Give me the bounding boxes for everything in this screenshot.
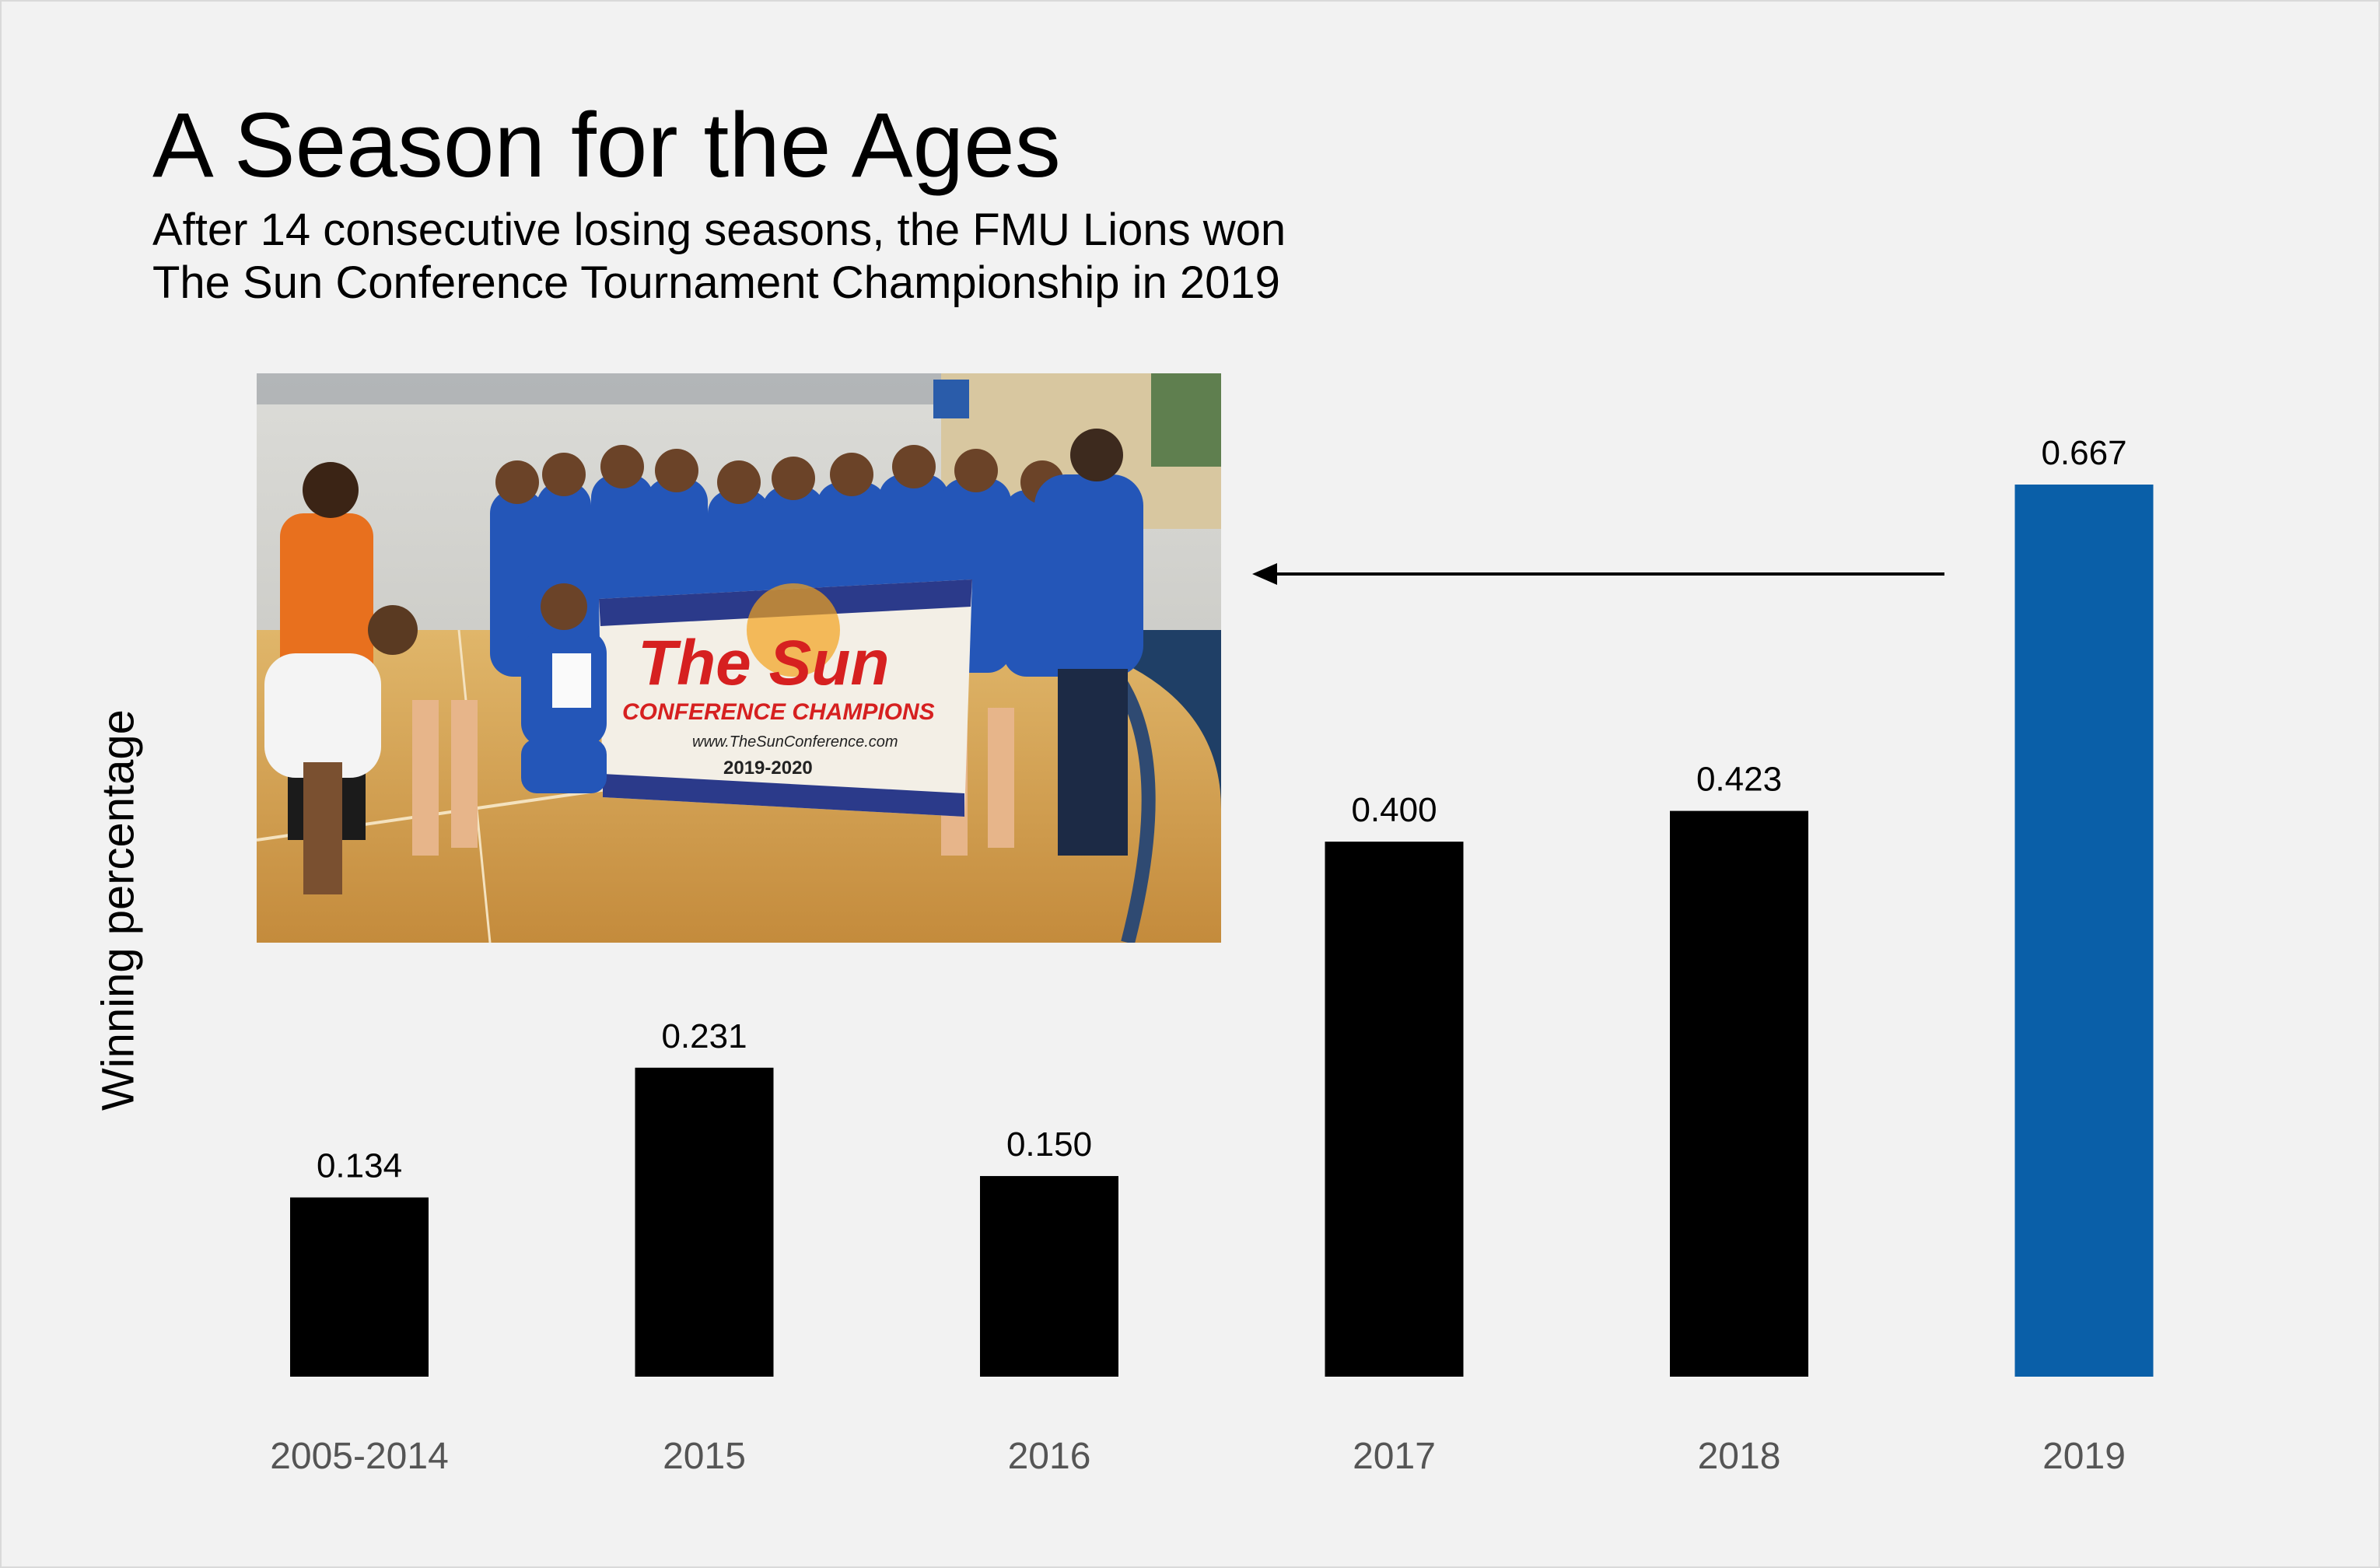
value-label-2016: 0.150 bbox=[1006, 1125, 1092, 1164]
annotation-arrow-head bbox=[1252, 563, 1277, 585]
chart-subtitle: After 14 consecutive losing seasons, the… bbox=[152, 204, 1286, 310]
banner-line-4: 2019-2020 bbox=[723, 758, 813, 779]
value-label-2005-2014: 0.134 bbox=[317, 1147, 402, 1185]
bar-2015 bbox=[635, 1067, 774, 1377]
bar-2005-2014 bbox=[290, 1197, 429, 1377]
value-label-2017: 0.400 bbox=[1351, 791, 1437, 829]
chart-title: A Season for the Ages bbox=[152, 94, 1061, 197]
banner-line-2: CONFERENCE CHAMPIONS bbox=[622, 699, 935, 725]
bar-2017 bbox=[1325, 842, 1464, 1377]
value-label-2015: 0.231 bbox=[661, 1017, 747, 1055]
x-tick-label-2018: 2018 bbox=[1698, 1436, 1781, 1477]
bar-2016 bbox=[980, 1176, 1118, 1377]
x-tick-label-2016: 2016 bbox=[1008, 1436, 1091, 1477]
value-label-2019: 0.667 bbox=[2041, 434, 2126, 472]
x-tick-label-2015: 2015 bbox=[663, 1436, 746, 1477]
champions-banner: The Sun CONFERENCE CHAMPIONS www.TheSunC… bbox=[599, 579, 972, 817]
subtitle-line-2: The Sun Conference Tournament Championsh… bbox=[152, 257, 1280, 308]
x-tick-label-2017: 2017 bbox=[1353, 1436, 1436, 1477]
x-tick-label-2019: 2019 bbox=[2042, 1436, 2126, 1477]
bar-2018 bbox=[1670, 810, 1808, 1377]
team-photo: The Sun CONFERENCE CHAMPIONS www.TheSunC… bbox=[257, 373, 1221, 943]
bar-2019 bbox=[2014, 485, 2154, 1377]
banner-line-3: www.TheSunConference.com bbox=[692, 733, 898, 751]
x-tick-label-2005-2014: 2005-2014 bbox=[270, 1436, 449, 1477]
team-photo-illustration: The Sun CONFERENCE CHAMPIONS www.TheSunC… bbox=[257, 373, 1221, 943]
banner-line-1: The Sun bbox=[638, 628, 889, 698]
subtitle-line-1: After 14 consecutive losing seasons, the… bbox=[152, 205, 1286, 255]
value-label-2018: 0.423 bbox=[1696, 761, 1782, 799]
